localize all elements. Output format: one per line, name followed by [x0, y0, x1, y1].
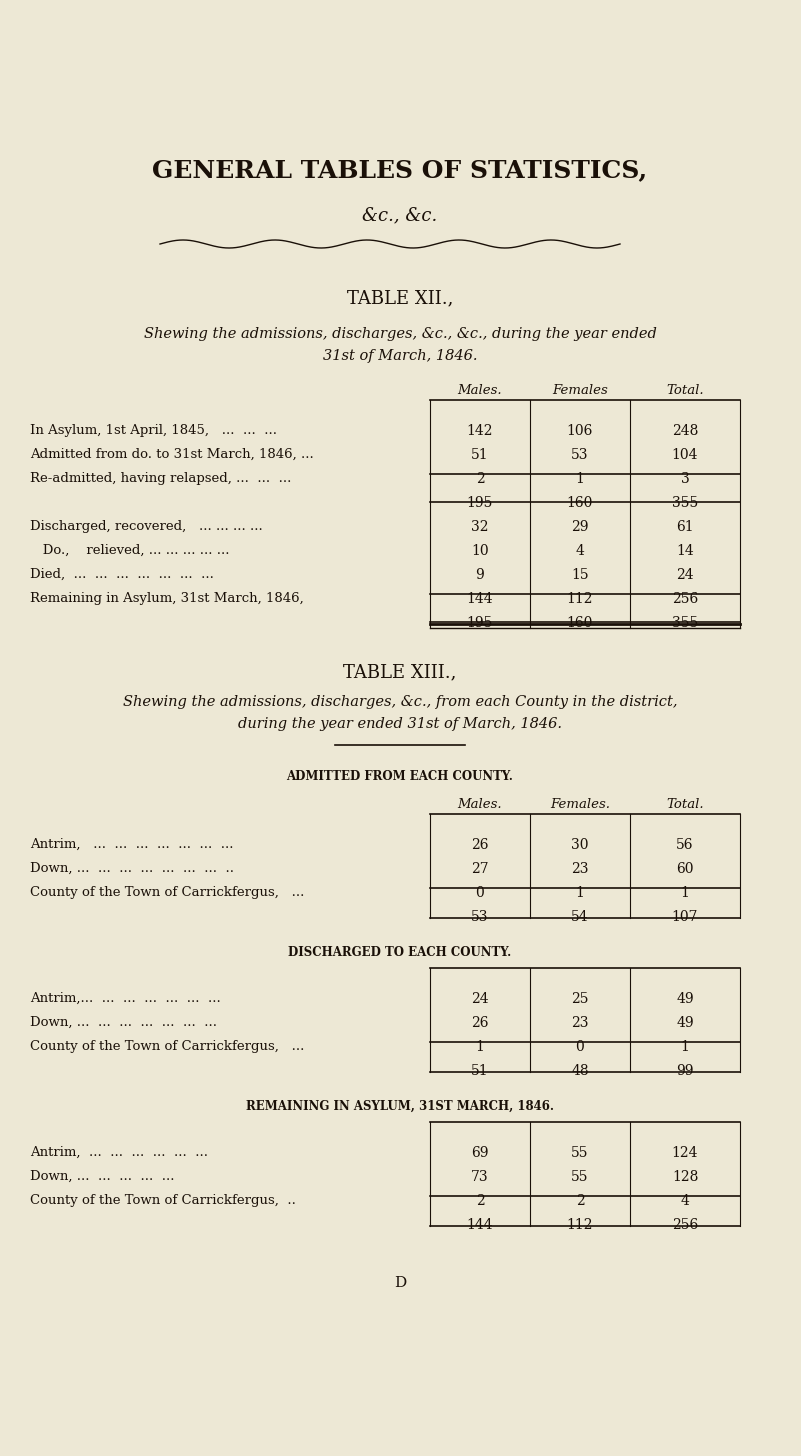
Text: 55: 55 — [571, 1146, 589, 1160]
Text: 27: 27 — [471, 862, 489, 877]
Text: 1: 1 — [576, 472, 585, 486]
Text: Antrim,...  ...  ...  ...  ...  ...  ...: Antrim,... ... ... ... ... ... ... — [30, 992, 221, 1005]
Text: 355: 355 — [672, 616, 698, 630]
Text: 14: 14 — [676, 545, 694, 558]
Text: Down, ...  ...  ...  ...  ...  ...  ...  ..: Down, ... ... ... ... ... ... ... .. — [30, 862, 234, 875]
Text: 10: 10 — [471, 545, 489, 558]
Text: Males.: Males. — [457, 384, 502, 397]
Text: ADMITTED FROM EACH COUNTY.: ADMITTED FROM EACH COUNTY. — [287, 770, 513, 783]
Text: 106: 106 — [567, 424, 594, 438]
Text: Remaining in Asylum, 31st March, 1846,: Remaining in Asylum, 31st March, 1846, — [30, 593, 304, 606]
Text: 248: 248 — [672, 424, 698, 438]
Text: 26: 26 — [471, 1016, 489, 1029]
Text: REMAINING IN ASYLUM, 31ST MARCH, 1846.: REMAINING IN ASYLUM, 31ST MARCH, 1846. — [246, 1099, 554, 1112]
Text: 107: 107 — [672, 910, 698, 925]
Text: 256: 256 — [672, 593, 698, 606]
Text: 2: 2 — [476, 1194, 485, 1208]
Text: 73: 73 — [471, 1171, 489, 1184]
Text: 49: 49 — [676, 992, 694, 1006]
Text: 0: 0 — [576, 1040, 585, 1054]
Text: Shewing the admissions, discharges, &c., &c., during the year ended: Shewing the admissions, discharges, &c.,… — [143, 328, 657, 341]
Text: 1: 1 — [476, 1040, 485, 1054]
Text: 54: 54 — [571, 910, 589, 925]
Text: 24: 24 — [676, 568, 694, 582]
Text: 124: 124 — [672, 1146, 698, 1160]
Text: County of the Town of Carrickfergus,  ..: County of the Town of Carrickfergus, .. — [30, 1194, 296, 1207]
Text: 53: 53 — [471, 910, 489, 925]
Text: 195: 195 — [467, 496, 493, 510]
Text: 23: 23 — [571, 862, 589, 877]
Text: Females.: Females. — [550, 798, 610, 811]
Text: 355: 355 — [672, 496, 698, 510]
Text: 4: 4 — [681, 1194, 690, 1208]
Text: 25: 25 — [571, 992, 589, 1006]
Text: 51: 51 — [471, 1064, 489, 1077]
Text: County of the Town of Carrickfergus,   ...: County of the Town of Carrickfergus, ... — [30, 1040, 304, 1053]
Text: 1: 1 — [681, 887, 690, 900]
Text: 51: 51 — [471, 448, 489, 462]
Text: 30: 30 — [571, 839, 589, 852]
Text: &c., &c.: &c., &c. — [362, 205, 437, 224]
Text: 144: 144 — [467, 593, 493, 606]
Text: 0: 0 — [476, 887, 485, 900]
Text: 3: 3 — [681, 472, 690, 486]
Text: 32: 32 — [471, 520, 489, 534]
Text: 29: 29 — [571, 520, 589, 534]
Text: TABLE XIII.,: TABLE XIII., — [344, 662, 457, 681]
Text: Shewing the admissions, discharges, &c., from each County in the district,: Shewing the admissions, discharges, &c.,… — [123, 695, 678, 709]
Text: Females: Females — [552, 384, 608, 397]
Text: during the year ended 31st of March, 1846.: during the year ended 31st of March, 184… — [238, 716, 562, 731]
Text: 2: 2 — [476, 472, 485, 486]
Text: Re-admitted, having relapsed, ...  ...  ...: Re-admitted, having relapsed, ... ... ..… — [30, 472, 292, 485]
Text: 53: 53 — [571, 448, 589, 462]
Text: DISCHARGED TO EACH COUNTY.: DISCHARGED TO EACH COUNTY. — [288, 946, 512, 960]
Text: Died,  ...  ...  ...  ...  ...  ...  ...: Died, ... ... ... ... ... ... ... — [30, 568, 214, 581]
Text: TABLE XII.,: TABLE XII., — [347, 288, 453, 307]
Text: 144: 144 — [467, 1219, 493, 1232]
Text: County of the Town of Carrickfergus,   ...: County of the Town of Carrickfergus, ... — [30, 887, 304, 898]
Text: Down, ...  ...  ...  ...  ...: Down, ... ... ... ... ... — [30, 1171, 175, 1182]
Text: 56: 56 — [676, 839, 694, 852]
Text: 99: 99 — [676, 1064, 694, 1077]
Text: GENERAL TABLES OF STATISTICS,: GENERAL TABLES OF STATISTICS, — [152, 159, 647, 182]
Text: 24: 24 — [471, 992, 489, 1006]
Text: 1: 1 — [576, 887, 585, 900]
Text: D: D — [394, 1275, 406, 1290]
Text: 4: 4 — [576, 545, 585, 558]
Text: 256: 256 — [672, 1219, 698, 1232]
Text: 160: 160 — [567, 496, 594, 510]
Text: 55: 55 — [571, 1171, 589, 1184]
Text: 1: 1 — [681, 1040, 690, 1054]
Text: 49: 49 — [676, 1016, 694, 1029]
Text: In Asylum, 1st April, 1845,   ...  ...  ...: In Asylum, 1st April, 1845, ... ... ... — [30, 424, 277, 437]
Text: 104: 104 — [672, 448, 698, 462]
Text: 2: 2 — [576, 1194, 585, 1208]
Text: 23: 23 — [571, 1016, 589, 1029]
Text: Antrim,  ...  ...  ...  ...  ...  ...: Antrim, ... ... ... ... ... ... — [30, 1146, 208, 1159]
Text: Antrim,   ...  ...  ...  ...  ...  ...  ...: Antrim, ... ... ... ... ... ... ... — [30, 839, 234, 850]
Text: 112: 112 — [567, 593, 594, 606]
Text: Do.,    relieved, ... ... ... ... ...: Do., relieved, ... ... ... ... ... — [30, 545, 230, 558]
Text: 195: 195 — [467, 616, 493, 630]
Text: 15: 15 — [571, 568, 589, 582]
Text: Admitted from do. to 31st March, 1846, ...: Admitted from do. to 31st March, 1846, .… — [30, 448, 314, 462]
Text: 60: 60 — [676, 862, 694, 877]
Text: 26: 26 — [471, 839, 489, 852]
Text: Total.: Total. — [666, 384, 704, 397]
Text: Down, ...  ...  ...  ...  ...  ...  ...: Down, ... ... ... ... ... ... ... — [30, 1016, 217, 1029]
Text: Males.: Males. — [457, 798, 502, 811]
Text: 142: 142 — [467, 424, 493, 438]
Text: 69: 69 — [471, 1146, 489, 1160]
Text: Total.: Total. — [666, 798, 704, 811]
Text: Discharged, recovered,   ... ... ... ...: Discharged, recovered, ... ... ... ... — [30, 520, 263, 533]
Text: 128: 128 — [672, 1171, 698, 1184]
Text: 31st of March, 1846.: 31st of March, 1846. — [323, 349, 477, 363]
Text: 112: 112 — [567, 1219, 594, 1232]
Text: 160: 160 — [567, 616, 594, 630]
Text: 61: 61 — [676, 520, 694, 534]
Text: 9: 9 — [476, 568, 485, 582]
Text: 48: 48 — [571, 1064, 589, 1077]
